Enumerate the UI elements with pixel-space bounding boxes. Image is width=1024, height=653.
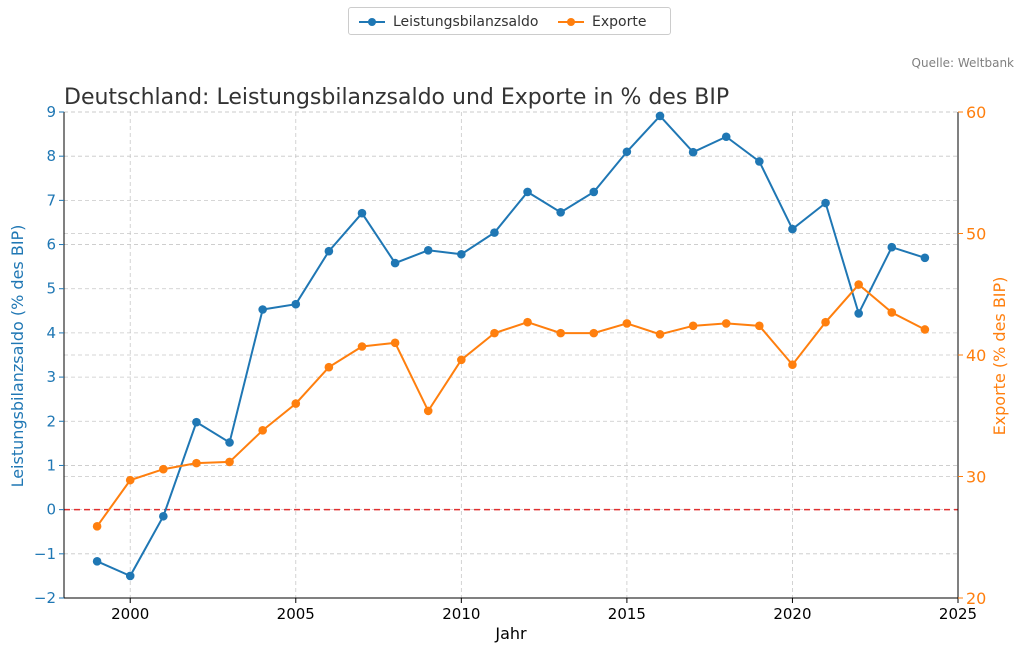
y-left-tick-label: 1 (46, 456, 56, 474)
point-exports (821, 317, 830, 327)
point-balance (291, 299, 301, 309)
point-exports (589, 328, 599, 338)
x-tick-label: 2020 (773, 605, 811, 623)
y-right-tick-label: 50 (966, 225, 986, 244)
x-tick-label: 2025 (939, 605, 977, 623)
point-balance (357, 208, 367, 218)
y-left-tick-label: 8 (46, 147, 56, 165)
y-left-tick-label: 3 (46, 368, 56, 386)
y-left-tick-label: −1 (34, 545, 56, 563)
point-balance (755, 157, 764, 166)
point-exports (357, 342, 367, 351)
y-right-tick-label: 40 (966, 346, 986, 365)
point-balance (225, 438, 234, 447)
point-exports (556, 328, 565, 338)
legend-entry-exports: Exporte (558, 8, 646, 36)
point-balance (390, 258, 400, 268)
gridlines (64, 111, 959, 599)
axes (59, 111, 963, 603)
point-balance (457, 249, 466, 259)
point-balance (490, 228, 499, 237)
point-balance (125, 571, 135, 581)
tick-labels: 2000 2005 2010 2015 2020 2025 −2 −1 0 1 2 3 4 5 6 7 8 9 20… (34, 103, 986, 623)
point-balance (721, 132, 731, 142)
y-left-tick-label: 9 (46, 103, 56, 121)
point-balance (920, 253, 930, 263)
point-balance (854, 309, 863, 318)
point-exports (92, 522, 102, 531)
point-exports (523, 317, 532, 327)
point-balance (92, 557, 102, 566)
x-axis-label: Jahr (494, 624, 527, 643)
point-exports (291, 399, 301, 408)
legend-entry-balance: Leistungsbilanzsaldo (359, 8, 538, 36)
legend-label-exports: Exporte (592, 14, 647, 30)
point-balance (655, 111, 665, 121)
point-exports (854, 280, 863, 289)
point-balance (887, 242, 897, 252)
point-balance (589, 187, 599, 197)
y-left-tick-label: 5 (46, 280, 56, 298)
point-exports (324, 362, 334, 372)
point-balance (688, 147, 698, 157)
y-left-tick-label: 2 (46, 412, 56, 430)
y-left-tick-label: 4 (46, 324, 56, 342)
series-line-exports (96, 283, 926, 527)
chart-title: Deutschland: Leistungsbilanzsaldo und Ex… (64, 85, 729, 110)
point-balance (423, 245, 433, 255)
legend-swatch-exports (558, 18, 584, 26)
series-lines (92, 111, 930, 581)
point-balance (324, 246, 334, 256)
left-y-axis-label: Leistungsbilanzsaldo (% des BIP) (8, 225, 27, 488)
point-exports (622, 319, 632, 328)
x-tick-label: 2010 (442, 605, 480, 623)
legend-label-balance: Leistungsbilanzsaldo (393, 14, 539, 30)
y-left-tick-label: 7 (46, 191, 56, 209)
y-right-tick-label: 60 (966, 103, 986, 122)
y-right-tick-label: 30 (966, 468, 986, 487)
point-balance (159, 511, 168, 521)
point-exports (755, 321, 764, 331)
right-y-axis-label: Exporte (% des BIP) (990, 277, 1009, 436)
y-left-tick-label: 0 (46, 501, 56, 519)
point-exports (920, 325, 930, 334)
point-exports (258, 426, 267, 435)
point-exports (788, 360, 797, 370)
y-right-tick-label: 20 (966, 589, 986, 608)
point-exports (655, 330, 665, 339)
point-balance (821, 198, 830, 208)
point-exports (125, 475, 135, 485)
point-balance (192, 417, 201, 427)
point-balance (622, 147, 632, 157)
point-exports (159, 464, 168, 474)
point-balance (556, 207, 565, 217)
point-exports (490, 328, 499, 338)
x-tick-label: 2000 (111, 605, 149, 623)
point-balance (788, 224, 797, 234)
x-tick-label: 2005 (277, 605, 315, 623)
point-balance (523, 187, 532, 197)
point-exports (887, 308, 897, 317)
series-line-balance (96, 114, 926, 578)
point-exports (423, 406, 433, 416)
point-exports (390, 338, 400, 348)
point-balance (258, 305, 267, 314)
legend: Leistungsbilanzsaldo Exporte (348, 7, 671, 35)
point-exports (457, 355, 466, 365)
point-exports (688, 321, 698, 331)
legend-swatch-balance (359, 18, 385, 26)
y-left-tick-label: 6 (46, 236, 56, 254)
point-exports (225, 457, 234, 467)
source-note: Quelle: Weltbank (911, 56, 1014, 70)
x-tick-label: 2015 (608, 605, 646, 623)
point-exports (192, 458, 201, 468)
y-left-tick-label: −2 (34, 589, 56, 607)
point-exports (721, 319, 731, 328)
